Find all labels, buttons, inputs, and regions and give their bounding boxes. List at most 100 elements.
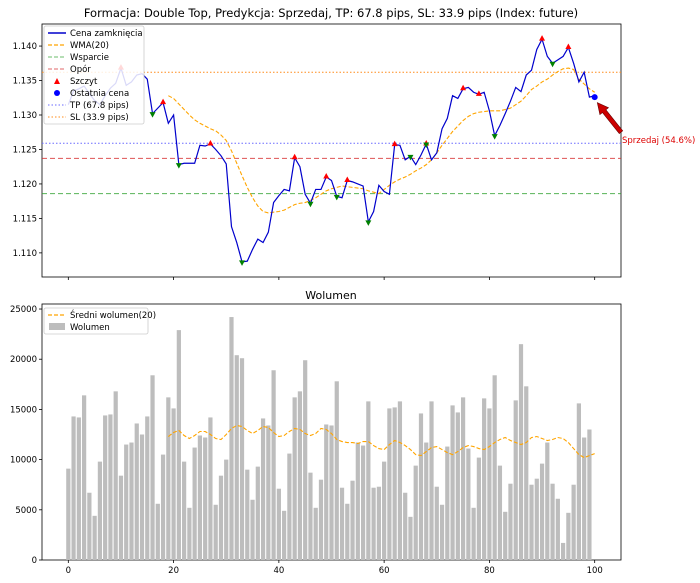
volume-bar — [113, 391, 118, 560]
volume-bar — [487, 408, 492, 560]
price-ytick-label: 1.135 — [13, 77, 37, 87]
volume-ytick-label: 20000 — [10, 355, 37, 365]
volume-bar — [387, 408, 392, 560]
peak-marker — [565, 43, 572, 49]
volume-bar — [271, 370, 276, 560]
volume-legend-box — [43, 307, 149, 335]
trough-marker — [549, 61, 556, 68]
volume-bar — [518, 344, 524, 560]
volume-bar — [276, 488, 281, 560]
price-ytick-label: 1.125 — [13, 145, 37, 155]
volume-bar — [455, 412, 460, 560]
volume-bar — [103, 415, 108, 560]
volume-bar — [439, 504, 445, 560]
volume-ytick-label: 15000 — [10, 405, 37, 415]
volume-bar — [329, 425, 334, 560]
volume-bar — [303, 360, 308, 560]
legend-swatch-peak — [54, 78, 60, 84]
volume-bar — [76, 417, 81, 560]
volume-bar — [224, 459, 229, 560]
volume-bar — [82, 395, 87, 560]
peak-marker — [207, 139, 214, 146]
volume-bar — [203, 437, 208, 560]
volume-bar — [429, 401, 434, 560]
volume-bar — [503, 511, 508, 560]
prediction-arrow — [596, 102, 624, 135]
volume-xtick-label: 0 — [66, 566, 71, 576]
volume-ytick-label: 25000 — [10, 305, 37, 315]
volume-bar — [282, 510, 287, 560]
last-price-marker — [591, 94, 598, 101]
volume-bar — [539, 463, 545, 560]
volume-bar — [482, 398, 487, 560]
peak-marker — [391, 140, 398, 147]
legend-swatch-bars — [49, 323, 65, 330]
volume-bar — [524, 386, 529, 560]
volume-bar — [460, 397, 466, 560]
volume-bar — [292, 397, 297, 560]
price-ytick-label: 1.120 — [13, 180, 37, 190]
volume-bar — [108, 414, 113, 560]
prediction-annotation: Sprzedaj (54.6%) — [622, 136, 695, 146]
volume-bar — [392, 407, 397, 560]
volume-bar — [97, 461, 103, 560]
trough-marker — [307, 201, 314, 208]
volume-bar — [234, 355, 239, 560]
legend-label-wma: WMA(20) — [70, 41, 109, 51]
peak-marker — [475, 90, 482, 96]
volume-bar — [192, 447, 197, 560]
volume-bar — [550, 483, 555, 560]
volume-xtick-label: 40 — [273, 566, 284, 576]
volume-bar — [71, 416, 76, 560]
peak-marker — [539, 35, 546, 41]
avg-volume-line — [167, 424, 595, 459]
volume-bar — [66, 468, 71, 560]
price-ytick-label: 1.115 — [13, 214, 37, 224]
price-ytick-label: 1.110 — [13, 249, 37, 259]
price-ytick-label: 1.140 — [13, 42, 37, 52]
volume-bar — [150, 375, 155, 560]
volume-bar — [403, 492, 408, 560]
volume-bar — [324, 424, 329, 560]
trough-marker — [149, 112, 156, 118]
volume-bar — [566, 512, 571, 560]
volume-bar — [339, 487, 345, 560]
volume-bar — [418, 413, 424, 560]
volume-bar — [350, 480, 355, 560]
volume-bar — [287, 453, 292, 560]
price-legend: Cena zamknięcia WMA(20) Wsparcie Opór Sz… — [43, 25, 145, 125]
legend-label-peak: Szczyt — [70, 77, 98, 87]
volume-bar — [139, 434, 145, 560]
volume-bar — [476, 457, 481, 560]
volume-bar — [508, 483, 513, 560]
peak-marker — [344, 176, 351, 182]
volume-xtick-label: 20 — [168, 566, 179, 576]
volume-bar — [355, 442, 360, 560]
volume-bar — [466, 448, 471, 560]
legend-label-sl: SL (33.9 pips) — [70, 113, 129, 123]
volume-bar — [313, 507, 318, 560]
volume-bar — [382, 461, 387, 560]
volume-bar — [92, 515, 97, 560]
volume-bar — [534, 478, 539, 560]
trough-marker — [407, 154, 414, 161]
volume-bar — [229, 317, 234, 560]
volume-chart-title: Wolumen — [305, 289, 356, 302]
trough-marker — [333, 194, 340, 201]
volume-bar — [471, 507, 476, 560]
trough-marker — [175, 163, 182, 169]
trough-marker — [491, 134, 498, 140]
volume-bar — [197, 435, 203, 560]
volume-bar — [408, 516, 413, 560]
volume-legend: Średni wolumen(20) Wolumen — [43, 307, 156, 335]
close-price-line — [67, 37, 595, 263]
volume-bar — [371, 487, 376, 560]
volume-bar — [213, 504, 218, 560]
volume-bar — [560, 542, 566, 560]
peak-marker — [160, 98, 167, 105]
peak-marker — [323, 173, 330, 179]
volume-bar — [345, 503, 350, 560]
volume-bar — [587, 429, 592, 560]
volume-bar — [413, 465, 418, 560]
